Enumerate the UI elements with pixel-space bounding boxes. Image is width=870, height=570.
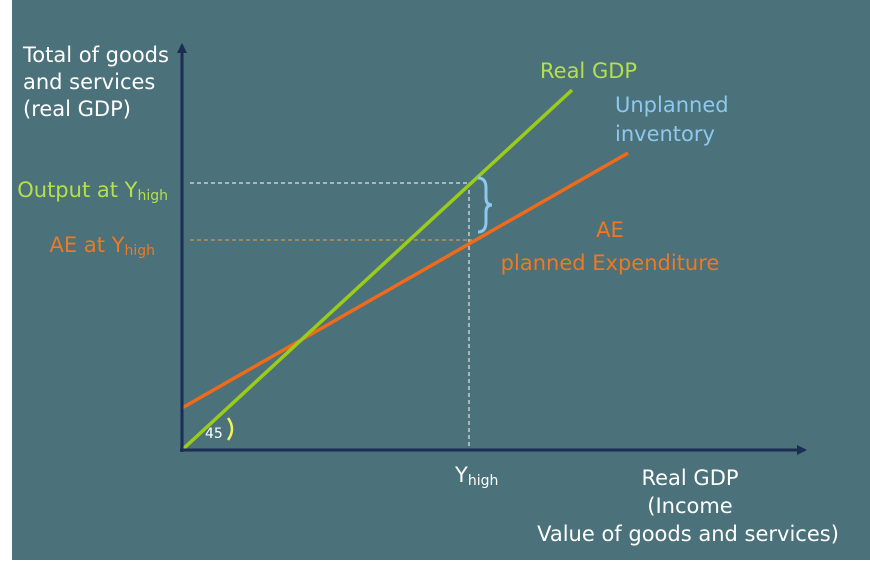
ae-label: planned Expenditure [501,251,720,275]
y-axis-label: and services [23,70,155,94]
marker-text: Y [454,463,468,487]
ae-label: AE [596,218,624,242]
real-gdp-label: Real GDP [540,59,637,83]
angle-label: 45 [205,426,223,442]
annotation: Unplanned [615,93,729,117]
marker-sub: high [124,243,155,259]
x-axis-label: Real GDP [641,466,738,490]
x-axis-label: Value of goods and services) [537,522,839,546]
inventory-brace [477,176,493,234]
x-axis-label: (Income [647,494,732,518]
angle-arc [226,417,234,441]
marker-sub: high [137,188,168,204]
y-axis-label: Total of goods [22,43,169,67]
background [12,0,870,560]
real-gdp-line [180,88,574,452]
x-marker: Yhigh [454,463,498,489]
output-marker: Output at Yhigh [17,178,168,204]
annotation: inventory [615,122,715,146]
marker-text: Output at Y [17,178,137,202]
marker-text: AE at Y [50,233,125,257]
marker-sub: high [468,473,499,489]
y-axis-label: (real GDP) [23,97,131,121]
ae-marker: AE at Yhigh [50,233,155,259]
ae-line [181,151,629,410]
